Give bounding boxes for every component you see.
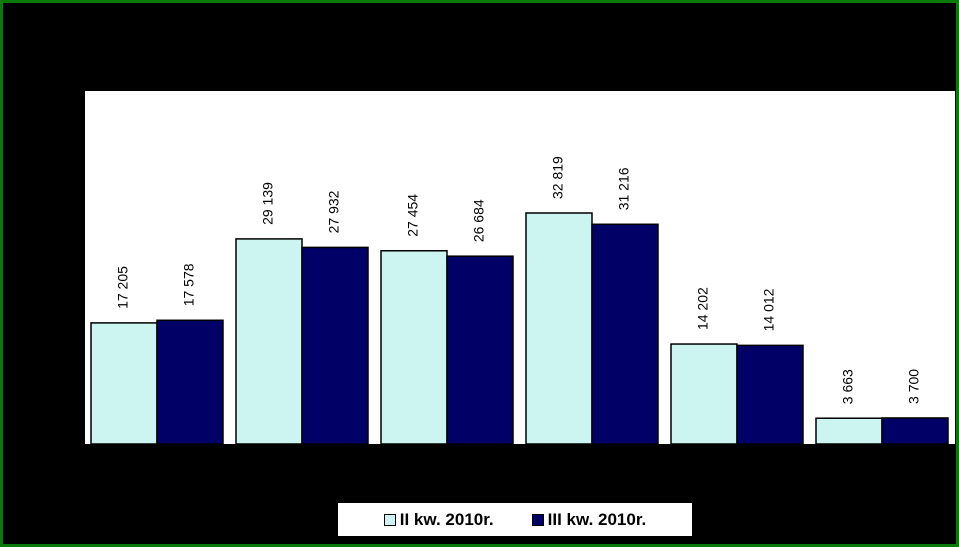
bar-series-1-cat-6	[815, 417, 883, 445]
data-label-series-1-cat-2: 29 139	[260, 182, 276, 225]
bar-series-2-cat-3	[446, 255, 514, 445]
data-label-series-1-cat-4: 32 819	[550, 156, 566, 199]
bar-series-1-cat-1	[90, 322, 158, 445]
data-label-series-2-cat-3: 26 684	[471, 199, 487, 242]
legend-swatch-series-1	[383, 513, 396, 526]
data-label-series-1-cat-3: 27 454	[405, 194, 421, 237]
data-label-series-1-cat-6: 3 663	[840, 369, 856, 404]
data-label-series-2-cat-4: 31 216	[616, 167, 632, 210]
legend-item-series-2: III kw. 2010r.	[531, 509, 647, 530]
data-label-series-1-cat-5: 14 202	[695, 287, 711, 330]
legend-item-series-1: II kw. 2010r.	[383, 509, 494, 530]
bar-series-1-cat-4	[525, 212, 593, 445]
bar-series-2-cat-1	[156, 319, 224, 445]
plot-area	[85, 91, 955, 444]
data-label-series-2-cat-6: 3 700	[906, 369, 922, 404]
legend: II kw. 2010r. III kw. 2010r.	[338, 503, 692, 536]
data-label-series-2-cat-1: 17 578	[181, 263, 197, 306]
data-label-series-1-cat-1: 17 205	[115, 266, 131, 309]
bar-series-1-cat-2	[235, 238, 303, 445]
bar-series-2-cat-6	[881, 417, 949, 445]
bar-series-2-cat-2	[301, 246, 369, 445]
bar-series-2-cat-4	[591, 223, 659, 445]
legend-swatch-series-2	[531, 513, 544, 526]
data-label-series-2-cat-5: 14 012	[761, 288, 777, 331]
bar-series-1-cat-3	[380, 250, 448, 445]
legend-label-series-2: III kw. 2010r.	[547, 509, 647, 529]
data-label-series-2-cat-2: 27 932	[326, 190, 342, 233]
bar-series-2-cat-5	[736, 344, 804, 445]
legend-label-series-1: II kw. 2010r.	[399, 509, 494, 529]
bar-series-1-cat-5	[670, 343, 738, 445]
